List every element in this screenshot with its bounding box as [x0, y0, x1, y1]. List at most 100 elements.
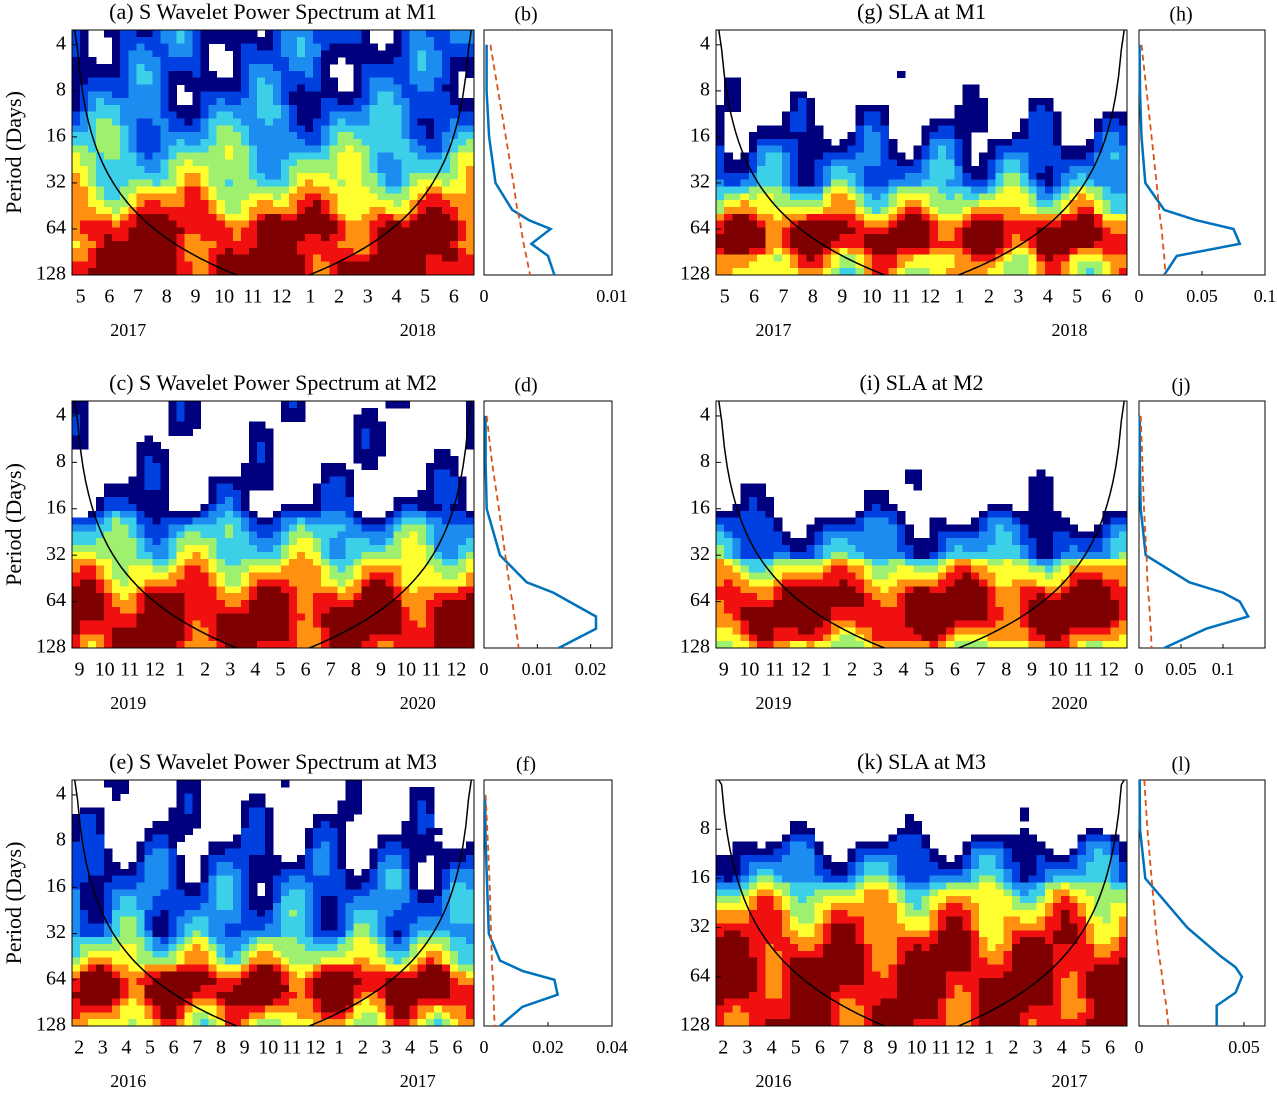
power-cell: [765, 132, 775, 140]
power-cell: [987, 517, 996, 525]
power-cell: [136, 620, 145, 628]
power-cell: [80, 268, 89, 276]
power-cell: [433, 111, 443, 119]
power-cell: [353, 442, 362, 450]
power-cell: [256, 593, 266, 601]
power-cell: [393, 586, 403, 594]
power-cell: [208, 30, 218, 38]
power-cell: [905, 159, 914, 167]
power-cell: [273, 57, 282, 65]
power-cell: [393, 401, 403, 409]
power-cell: [1094, 261, 1103, 269]
power-cell: [369, 186, 379, 194]
power-cell: [855, 240, 865, 249]
power-cell: [465, 98, 475, 106]
power-cell: [1110, 213, 1120, 222]
power-cell: [232, 179, 242, 188]
power-cell: [160, 627, 169, 635]
power-cell: [716, 200, 725, 208]
power-cell: [1053, 254, 1062, 262]
power-cell: [136, 111, 145, 119]
power-cell: [425, 104, 435, 113]
power-cell: [224, 186, 234, 194]
power-cell: [855, 551, 865, 560]
power-cell: [393, 70, 403, 79]
power-cell: [329, 606, 338, 615]
power-cell: [425, 186, 435, 194]
power-cell: [732, 565, 742, 574]
power-cell: [88, 579, 97, 587]
power-cell: [136, 30, 145, 38]
power-cell: [152, 254, 161, 262]
power-cell: [377, 524, 387, 532]
power-cell: [1061, 247, 1070, 256]
power-cell: [979, 593, 988, 601]
power-cell: [160, 449, 169, 457]
power-cell: [297, 30, 306, 38]
power-cell: [289, 627, 298, 635]
power-cell: [248, 179, 258, 188]
power-cell: [433, 254, 443, 262]
power-cell: [176, 240, 186, 249]
power-cell: [80, 159, 89, 167]
power-cell: [465, 268, 475, 276]
power-cell: [417, 572, 427, 580]
power-cell: [104, 77, 113, 85]
power-cell: [1020, 159, 1029, 167]
power-cell: [1094, 572, 1103, 580]
power-cell: [112, 30, 121, 38]
power-cell: [1085, 579, 1095, 587]
power-cell: [1069, 213, 1079, 222]
power-cell: [441, 125, 451, 133]
power-cell: [289, 111, 298, 119]
power-cell: [401, 545, 411, 553]
power-cell: [337, 261, 346, 269]
power-cell: [281, 268, 290, 276]
power-cell: [393, 104, 403, 113]
power-cell: [401, 70, 411, 79]
power-cell: [716, 118, 725, 126]
power-cell: [465, 524, 475, 532]
power-cell: [385, 179, 395, 188]
power-cell: [176, 213, 186, 222]
power-cell: [353, 510, 362, 519]
power-cell: [168, 254, 178, 262]
power-cell: [112, 627, 121, 635]
power-cell: [1102, 538, 1112, 546]
power-cell: [441, 30, 451, 38]
power-cell: [144, 104, 153, 113]
power-cell: [377, 57, 387, 65]
power-cell: [128, 565, 137, 574]
power-cell: [822, 565, 832, 574]
power-cell: [954, 152, 964, 160]
power-cell: [128, 227, 137, 235]
power-cell: [88, 240, 97, 249]
power-cell: [401, 91, 411, 99]
power-cell: [855, 227, 865, 235]
power-cell: [716, 254, 725, 262]
power-cell: [888, 551, 898, 560]
power-cell: [264, 254, 274, 262]
power-cell: [136, 193, 145, 201]
power-cell: [1044, 558, 1054, 567]
power-cell: [798, 138, 807, 147]
power-cell: [120, 36, 129, 45]
power-cell: [321, 524, 330, 532]
power-cell: [1044, 166, 1054, 174]
power-cell: [888, 545, 898, 553]
power-cell: [814, 186, 824, 194]
power-cell: [224, 234, 234, 242]
power-cell: [765, 531, 775, 539]
power-cell: [72, 586, 81, 594]
power-cell: [128, 186, 137, 194]
power-cell: [313, 227, 322, 235]
power-cell: [1003, 261, 1013, 269]
power-cell: [160, 455, 169, 464]
power-cell: [1020, 545, 1029, 553]
power-cell: [1102, 227, 1112, 235]
power-cell: [1044, 111, 1054, 119]
power-cell: [1069, 531, 1079, 539]
power-cell: [200, 641, 210, 649]
power-cell: [289, 57, 298, 65]
power-cell: [417, 84, 427, 92]
